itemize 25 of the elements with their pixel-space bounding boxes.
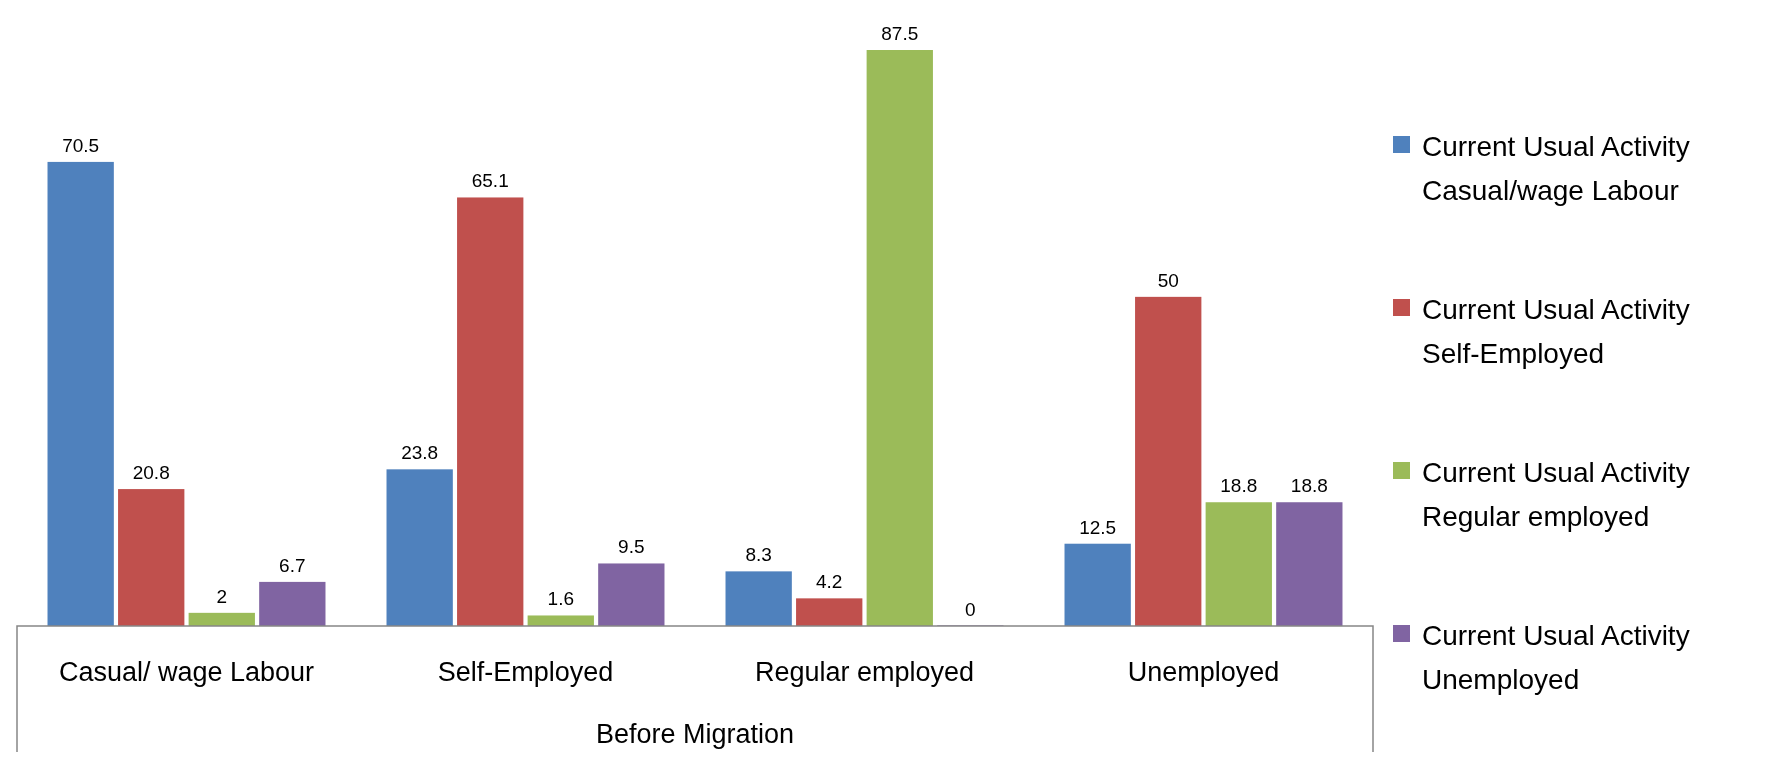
data-label: 0 [965, 599, 976, 620]
data-label: 70.5 [62, 134, 100, 156]
data-label: 23.8 [401, 442, 439, 464]
data-label: 20.8 [132, 462, 170, 484]
data-label: 18.8 [1290, 475, 1328, 497]
x-tick-label: Self-Employed [437, 657, 614, 687]
data-label: 12.5 [1079, 516, 1117, 538]
data-label: 1.6 [547, 588, 574, 610]
legend-label: Current Usual Activity Regular employed [1422, 457, 1690, 532]
data-label: 8.3 [745, 544, 772, 566]
data-label: 6.7 [279, 554, 306, 576]
x-tick-label: Regular employed [754, 657, 975, 687]
data-label: 50 [1157, 269, 1179, 291]
legend-label: Current Usual Activity Unemployed [1422, 620, 1690, 695]
x-tick-label: Unemployed [1127, 657, 1280, 687]
legend-label: Current Usual Activity Casual/wage Labour [1422, 131, 1690, 206]
data-label: 4.2 [816, 571, 843, 593]
data-label: 65.1 [471, 170, 509, 192]
x-axis-title: Before Migration [595, 719, 795, 749]
data-label: 9.5 [618, 536, 645, 558]
data-label: 2 [216, 585, 228, 607]
data-label: 87.5 [881, 23, 919, 44]
data-label: 18.8 [1220, 475, 1258, 497]
legend-label: Current Usual Activity Self-Employed [1422, 294, 1690, 369]
x-tick-label: Casual/ wage Labour [58, 657, 315, 687]
